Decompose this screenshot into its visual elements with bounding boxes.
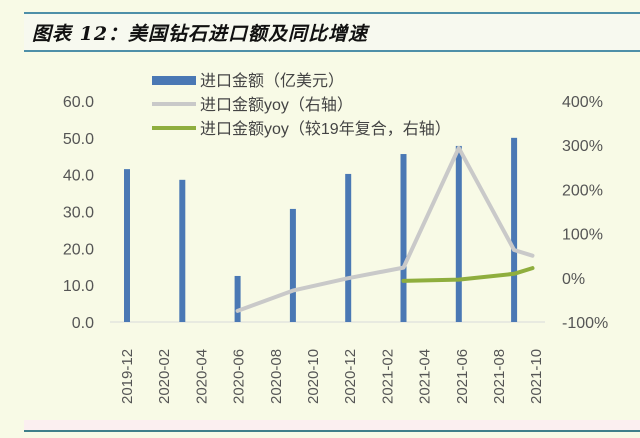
legend-label: 进口金额yoy（较19年复合，右轴） (200, 120, 451, 138)
left-tick-label: 0.0 (72, 315, 94, 332)
bar (234, 275, 241, 322)
legend: 进口金额（亿美元） 进口金额yoy（右轴） 进口金额yoy（较19年复合，右轴） (152, 72, 451, 138)
bar (511, 137, 518, 322)
x-tick-label: 2020-08 (268, 349, 285, 404)
legend-label: 进口金额yoy（右轴） (200, 96, 353, 114)
left-tick-label: 20.0 (63, 241, 94, 258)
x-tick-label: 2020-02 (156, 349, 173, 404)
left-tick-label: 10.0 (63, 278, 94, 295)
x-tick-label: 2020-10 (305, 349, 322, 404)
bar (124, 169, 130, 322)
x-tick-label: 2021-04 (417, 349, 434, 404)
x-tick-label: 2019-12 (119, 349, 136, 404)
x-tick-label: 2020-12 (342, 349, 359, 404)
right-tick-label: 100% (562, 227, 603, 244)
bar (345, 173, 352, 322)
figure-title-bar: 图表 12：美国钻石进口额及同比增速 (24, 12, 640, 52)
x-tick-label: 2021-10 (528, 349, 545, 404)
legend-label: 进口金额（亿美元） (200, 72, 344, 90)
yoy-line (235, 145, 535, 313)
right-y-axis: -100% 0% 100% 200% 300% 400% (562, 94, 608, 332)
left-tick-label: 40.0 (63, 168, 94, 185)
right-tick-label: 0% (562, 271, 585, 288)
right-tick-label: 400% (562, 94, 603, 111)
bar (289, 208, 296, 322)
figure-title: 图表 12：美国钻石进口额及同比增速 (32, 23, 369, 45)
legend-swatch-bar (152, 76, 196, 85)
bar-series-import-amount (124, 137, 518, 322)
left-tick-label: 60.0 (63, 94, 94, 111)
left-y-axis: 0.0 10.0 20.0 30.0 40.0 50.0 60.0 (63, 94, 94, 332)
x-tick-label: 2021-06 (454, 349, 471, 404)
bar (400, 154, 407, 322)
x-tick-label: 2021-08 (491, 349, 508, 404)
right-tick-label: 200% (562, 182, 603, 199)
left-tick-label: 30.0 (63, 205, 94, 222)
footer-band (24, 420, 640, 430)
x-axis: 2019-12 2020-02 2020-04 2020-06 2020-08 2020-… (110, 321, 545, 404)
bar (455, 145, 462, 322)
x-tick-label: 2020-06 (231, 349, 248, 404)
footer-rule (24, 430, 640, 432)
line-series (235, 145, 535, 313)
yoy-vs19-line (401, 266, 535, 283)
bar (179, 179, 186, 322)
right-tick-label: 300% (562, 138, 603, 155)
left-tick-label: 50.0 (63, 131, 94, 148)
right-tick-label: -100% (562, 315, 608, 332)
x-tick-label: 2020-04 (193, 349, 210, 404)
x-tick-label: 2021-02 (379, 349, 396, 404)
